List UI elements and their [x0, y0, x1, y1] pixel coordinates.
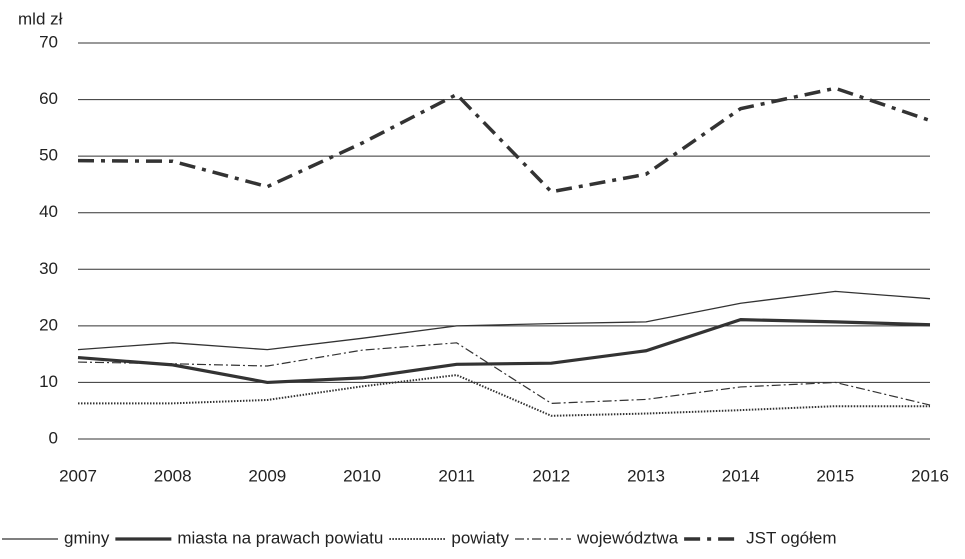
x-tick-label: 2008: [154, 466, 192, 485]
y-tick-label: 20: [39, 315, 58, 334]
y-tick-label: 30: [39, 259, 58, 278]
x-tick-label: 2013: [627, 466, 665, 485]
x-tick-label: 2007: [59, 466, 97, 485]
x-tick-label: 2010: [343, 466, 381, 485]
x-tick-label: 2012: [532, 466, 570, 485]
legend-label: JST ogółem: [746, 528, 836, 547]
x-tick-label: 2011: [438, 466, 475, 485]
legend-label: powiaty: [451, 528, 509, 547]
x-tick-label: 2015: [816, 466, 854, 485]
x-tick-label: 2016: [911, 466, 949, 485]
y-axis-label: mld zł: [18, 9, 63, 28]
y-tick-label: 70: [39, 32, 58, 51]
y-tick-label: 60: [39, 89, 58, 108]
legend-label: miasta na prawach powiatu: [177, 528, 383, 547]
series-line: [78, 374, 930, 417]
legend-label: województwa: [576, 528, 679, 547]
series-line: [77, 318, 931, 385]
x-tick-label: 2014: [722, 466, 760, 485]
series-line: [77, 290, 931, 351]
y-tick-label: 40: [39, 202, 58, 221]
y-tick-label: 10: [39, 372, 58, 391]
series-line: [77, 86, 931, 194]
x-tick-label: 2009: [248, 466, 286, 485]
series-line: [77, 342, 931, 406]
legend-label: gminy: [64, 528, 110, 547]
y-tick-label: 0: [49, 428, 58, 447]
y-tick-label: 50: [39, 146, 58, 165]
